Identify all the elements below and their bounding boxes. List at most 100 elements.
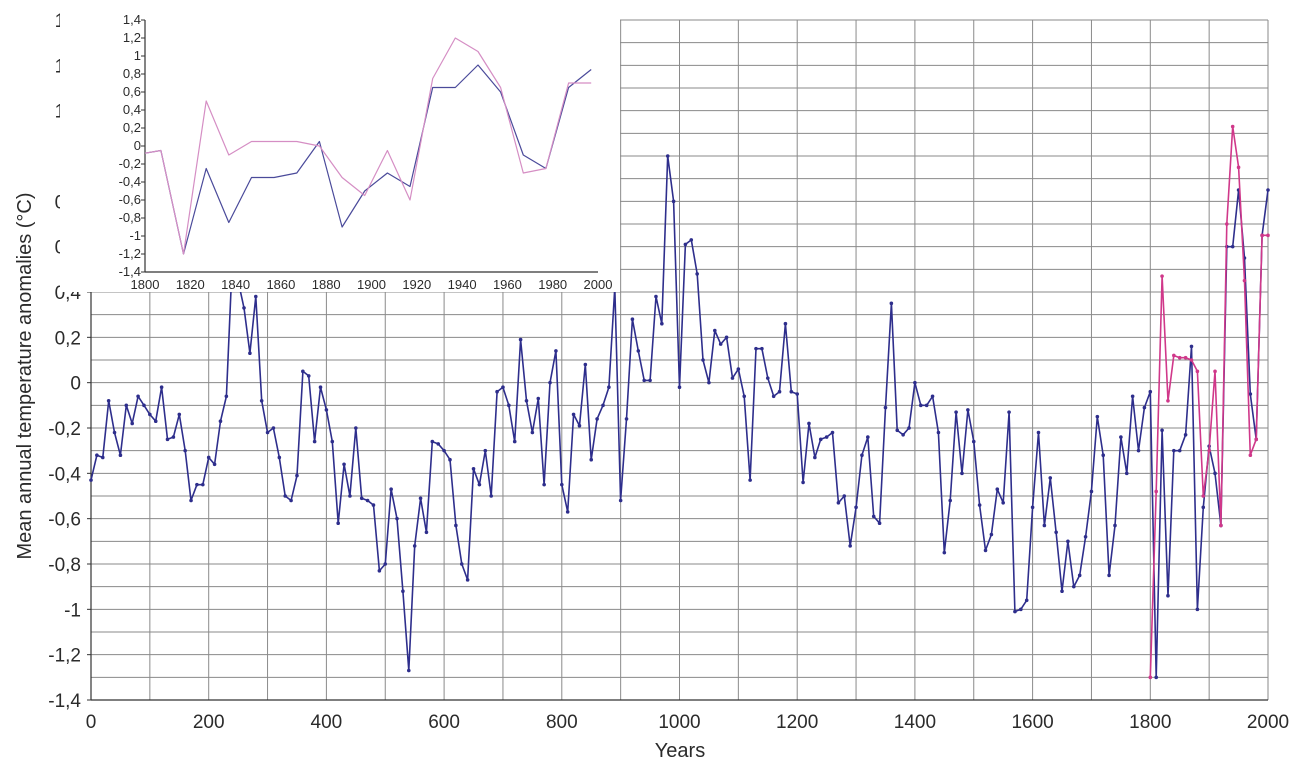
- main-series-1-point: [1183, 433, 1188, 437]
- main-series-1-point: [1019, 607, 1023, 612]
- main-series-1-point: [1089, 489, 1094, 494]
- main-series-2-point: [1154, 489, 1158, 494]
- main-series-1-point: [760, 346, 764, 351]
- main-series-1-point: [883, 405, 888, 410]
- main-series-1-point: [377, 569, 382, 573]
- inset-x-tick-label: 1900: [357, 277, 386, 292]
- main-series-1-point: [901, 433, 905, 437]
- inset-x-tick-label: 1960: [493, 277, 522, 292]
- main-series-1-point: [171, 435, 176, 439]
- main-series-1-point: [424, 530, 429, 535]
- main-series-1-point: [306, 374, 311, 378]
- main-series-2-point: [1236, 165, 1241, 170]
- inset-y-tick-label: 0,6: [123, 84, 141, 99]
- main-series-1-point: [518, 337, 523, 342]
- main-series-1-point: [201, 482, 205, 487]
- main-series-2-point: [1177, 355, 1182, 360]
- main-series-1-point: [507, 403, 511, 408]
- main-series-2-point: [1189, 358, 1194, 362]
- y-axis-title: Mean annual temperature anomalies (°C): [14, 192, 36, 559]
- main-series-1-point: [383, 562, 388, 566]
- main-series-1-point: [1195, 607, 1200, 612]
- main-series-1-point: [371, 503, 376, 507]
- main-series-1-point: [1189, 344, 1194, 349]
- main-series-1-point: [265, 430, 270, 435]
- inset-backdrop: [60, 8, 620, 292]
- main-series-1-point: [436, 442, 441, 446]
- main-x-tick-label: 1400: [894, 712, 936, 733]
- main-series-1-point: [636, 349, 641, 353]
- main-series-1-point: [1177, 448, 1182, 453]
- inset-x-tick-label: 1860: [266, 277, 295, 292]
- main-series-1-point: [1166, 593, 1170, 598]
- main-series-1-point: [960, 471, 964, 476]
- inset-y-tick-label: 0: [134, 138, 141, 153]
- main-series-1-point: [459, 562, 464, 566]
- main-series-1-point: [195, 482, 199, 487]
- main-series-1-point: [106, 399, 111, 403]
- main-series-1-point: [312, 439, 317, 444]
- main-series-1-point: [689, 238, 694, 242]
- main-series-2-point: [1213, 369, 1217, 374]
- main-series-2-point: [1207, 448, 1211, 453]
- main-series-1-point: [889, 301, 894, 306]
- main-series-1-point: [406, 668, 411, 673]
- main-series-1-point: [665, 154, 670, 158]
- main-series-1-point: [595, 417, 599, 421]
- main-series-1-point: [1013, 609, 1017, 614]
- main-series-2-point: [1225, 222, 1229, 226]
- main-series-1-point: [913, 380, 917, 385]
- main-y-tick-label: -1,4: [48, 691, 81, 712]
- main-series-1-point: [777, 389, 782, 394]
- main-series-1-point: [95, 453, 99, 458]
- main-series-1-point: [224, 394, 229, 399]
- inset-y-tick-label: -1,4: [119, 264, 141, 279]
- main-series-1-point: [465, 578, 470, 582]
- main-series-1-point: [630, 317, 635, 322]
- main-series-1-point: [136, 394, 140, 399]
- main-series-1-point: [683, 242, 688, 247]
- main-series-1-point: [789, 389, 794, 394]
- main-series-1-point: [1048, 476, 1053, 480]
- main-y-tick-label: -0,2: [48, 419, 81, 440]
- main-series-1-point: [412, 544, 417, 548]
- main-series-1-point: [954, 410, 958, 414]
- inset-x-tick-label: 1940: [448, 277, 477, 292]
- main-series-1-point: [118, 453, 123, 458]
- inset-y-tick-label: 0,2: [123, 120, 141, 135]
- main-series-1-point: [707, 380, 711, 385]
- inset-y-tick-label: 0,8: [123, 66, 141, 81]
- main-series-1-point: [477, 482, 482, 487]
- main-series-1-point: [148, 412, 152, 417]
- x-axis-title: Years: [655, 740, 705, 762]
- main-series-1-point: [754, 346, 758, 351]
- main-series-1-point: [1136, 448, 1141, 453]
- main-series-1-point: [1119, 435, 1123, 439]
- inset-x-tick-label: 1820: [176, 277, 205, 292]
- inset-x-tick-label: 1880: [312, 277, 341, 292]
- main-series-1-point: [995, 487, 1000, 492]
- main-series-1-point: [848, 544, 852, 548]
- main-series-1-point: [942, 550, 947, 555]
- main-series-1-point: [301, 369, 305, 374]
- main-series-1-point: [354, 426, 358, 430]
- inset-y-tick-label: 0,4: [123, 102, 141, 117]
- main-x-tick-label: 0: [86, 712, 97, 733]
- main-series-1-point: [242, 306, 246, 310]
- main-series-1-point: [930, 394, 935, 399]
- main-series-1-point: [671, 199, 676, 204]
- main-series-1-point: [271, 426, 276, 430]
- main-series-1-point: [1042, 523, 1047, 528]
- main-series-1-point: [1036, 430, 1041, 435]
- main-series-1-point: [730, 376, 735, 380]
- main-series-1-point: [248, 351, 252, 356]
- main-series-1-point: [324, 408, 329, 412]
- main-y-tick-label: 0,2: [55, 328, 81, 349]
- main-series-1-point: [871, 514, 876, 519]
- main-series-1-point: [877, 521, 882, 525]
- main-series-1-point: [807, 421, 811, 426]
- main-series-1-point: [530, 430, 535, 435]
- main-y-tick-label: -0,4: [48, 464, 81, 485]
